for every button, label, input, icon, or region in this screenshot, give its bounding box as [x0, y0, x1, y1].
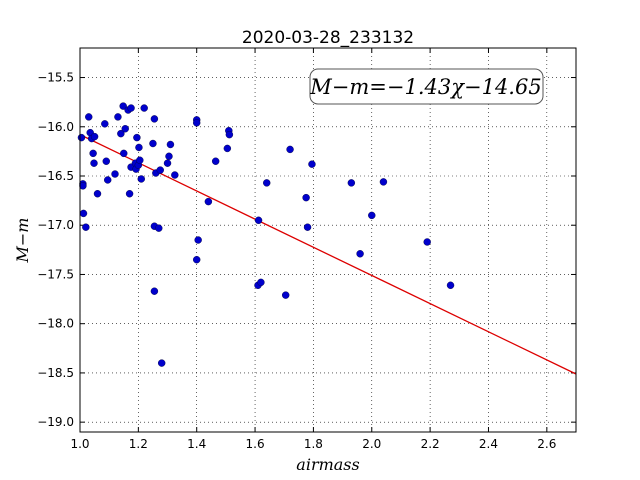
data-point	[136, 156, 144, 164]
data-point	[119, 102, 127, 110]
data-point	[82, 223, 90, 231]
data-point	[150, 115, 159, 123]
y-tick-label: −19.0	[37, 415, 74, 429]
data-point	[166, 140, 175, 149]
data-point	[102, 157, 110, 165]
y-tick-label: −17.0	[37, 218, 74, 232]
data-point	[149, 139, 157, 148]
data-point	[135, 143, 143, 152]
plot-frame	[79, 47, 577, 433]
data-point	[117, 129, 125, 138]
data-point	[156, 166, 164, 174]
data-point	[121, 125, 129, 133]
x-tick-label: 1.6	[246, 437, 265, 451]
data-point	[150, 287, 159, 295]
data-point	[133, 133, 141, 142]
data-point	[125, 190, 134, 198]
data-point	[257, 278, 265, 287]
x-tick-label: 1.4	[187, 437, 206, 451]
fit-annotation: M−m=−1.43χ−14.65	[309, 68, 544, 105]
data-point	[223, 144, 232, 153]
x-tick-label: 2.6	[537, 437, 556, 451]
data-point	[93, 190, 102, 198]
data-point	[423, 238, 431, 246]
data-point	[104, 176, 112, 184]
x-tick-label: 2.0	[362, 437, 381, 451]
chart-title: 2020-03-28_233132	[242, 28, 414, 48]
y-tick-label: −18.0	[37, 317, 74, 331]
y-tick-label: −17.5	[37, 267, 74, 281]
data-points	[77, 102, 455, 367]
y-tick-label: −16.5	[37, 169, 74, 183]
x-tick-label: 2.4	[479, 437, 498, 451]
data-point	[79, 182, 87, 190]
data-point	[194, 236, 202, 244]
data-point	[379, 178, 388, 186]
y-tick-label: −15.5	[37, 71, 74, 85]
data-point	[90, 159, 98, 167]
data-point	[281, 291, 290, 299]
x-axis-label: airmass	[296, 455, 359, 474]
data-point	[111, 170, 119, 178]
tick-labels: 1.0 1.2 1.4 1.6 1.8 2.0 2.2 2.4 2.6 −15.5 −16.0 −16…	[37, 71, 556, 451]
data-point	[77, 133, 86, 142]
data-point	[356, 250, 364, 258]
data-point	[254, 216, 263, 225]
data-point	[211, 157, 220, 165]
x-tick-label: 1.8	[304, 437, 323, 451]
data-point	[101, 120, 109, 128]
data-point	[204, 197, 213, 206]
x-tick-label: 2.2	[421, 437, 440, 451]
data-point	[120, 149, 128, 158]
y-tick-label: −16.0	[37, 120, 74, 134]
data-point	[157, 359, 166, 367]
data-point	[89, 149, 97, 158]
x-tick-label: 1.0	[70, 437, 89, 451]
fit-line-group	[79, 134, 577, 375]
data-point	[303, 223, 312, 231]
data-point	[225, 130, 234, 139]
data-point	[193, 255, 201, 264]
data-point	[263, 179, 271, 187]
data-point	[286, 145, 294, 154]
data-point	[165, 152, 173, 161]
annotation-box	[309, 68, 544, 105]
data-point	[85, 113, 93, 121]
data-point	[79, 209, 88, 218]
data-point	[368, 211, 376, 220]
y-tick-label: −18.5	[37, 366, 74, 380]
data-point	[446, 281, 455, 289]
y-axis-label: M−m	[13, 218, 32, 264]
data-point	[308, 160, 316, 168]
data-point	[302, 193, 310, 202]
data-point	[155, 224, 163, 232]
data-point	[171, 171, 179, 179]
data-point	[137, 175, 145, 183]
data-point	[163, 159, 172, 167]
data-point	[90, 132, 99, 141]
data-point	[193, 119, 201, 127]
annotation-text: M−m=−1.43χ−14.65	[309, 75, 541, 99]
data-point	[140, 104, 148, 112]
x-tick-label: 1.2	[129, 437, 148, 451]
data-point	[347, 179, 356, 187]
axis-ticks	[79, 48, 576, 432]
fit-line	[79, 134, 577, 375]
data-point	[114, 113, 122, 121]
data-point	[127, 104, 135, 112]
